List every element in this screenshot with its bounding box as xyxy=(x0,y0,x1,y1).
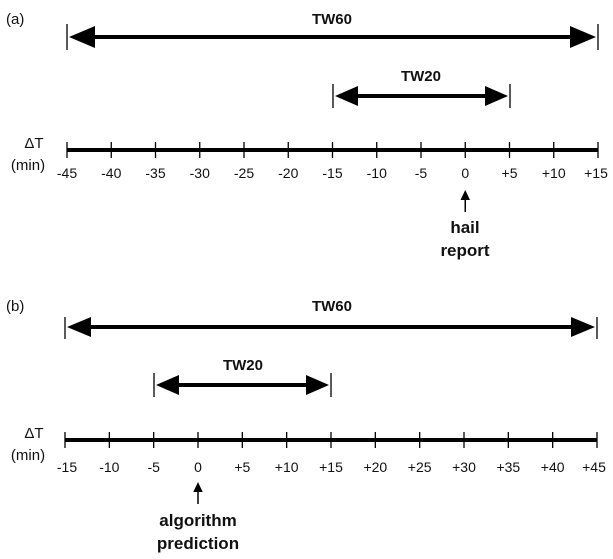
panel-a-dt-unit: (min) xyxy=(11,157,45,174)
panel-b-tw60-left-arrowhead xyxy=(67,317,91,337)
panel-b-tick-label: -5 xyxy=(147,459,160,475)
panel-a-tw20-label: TW20 xyxy=(401,68,441,85)
panel-b: (b) TW60 TW20 ΔT (min) xyxy=(6,298,606,553)
panel-b-event-label-2: prediction xyxy=(157,534,239,553)
panel-b-tick-labels: -15 -10 -5 0 +5 +10 +15 +20 +25 +30 +35 … xyxy=(57,459,606,475)
panel-b-tick-label: +20 xyxy=(363,459,387,475)
panel-b-tick-label: +5 xyxy=(234,459,250,475)
panel-b-tick-label: +10 xyxy=(275,459,299,475)
panel-a-tick-labels: -45 -40 -35 -30 -25 -20 -15 -10 -5 0 +5 … xyxy=(57,165,608,181)
panel-b-tick-label: +45 xyxy=(582,459,606,475)
panel-b-event-label-1: algorithm xyxy=(159,511,236,530)
panel-b-tw20-right-arrowhead xyxy=(306,375,329,395)
panel-b-tick-label: +35 xyxy=(496,459,520,475)
panel-b-tw20-label: TW20 xyxy=(223,357,263,374)
panel-b-tw60-span: TW60 xyxy=(64,298,598,339)
panel-b-tick-label: 0 xyxy=(194,459,202,475)
panel-b-tick-label: -10 xyxy=(99,459,119,475)
panel-b-tw60-label: TW60 xyxy=(312,298,352,315)
panel-a-tw20-left-arrowhead xyxy=(335,86,358,106)
panel-a-tw60-left-arrowhead xyxy=(69,26,95,48)
panel-b-tick-label: +40 xyxy=(541,459,565,475)
panel-a-ticks xyxy=(66,142,599,158)
panel-a-event-label-1: hail xyxy=(450,218,479,237)
panel-b-dt-unit: (min) xyxy=(11,447,45,464)
panel-a-tw60-span: TW60 xyxy=(66,11,599,50)
panel-a-tw60-label: TW60 xyxy=(312,11,352,28)
panel-a-dt-label: ΔT xyxy=(24,135,43,152)
panel-a-tick-label: -30 xyxy=(190,165,210,181)
panel-a-tick-label: -40 xyxy=(101,165,121,181)
panel-b-tw20-span: TW20 xyxy=(153,357,332,397)
panel-b-label: (b) xyxy=(6,298,24,315)
panel-a-tick-label: -10 xyxy=(367,165,387,181)
panel-b-dt-label: ΔT xyxy=(24,425,43,442)
panel-a-event-label-2: report xyxy=(440,241,489,260)
panel-b-event-pointer xyxy=(193,482,203,504)
panel-b-tick-label: +30 xyxy=(452,459,476,475)
panel-a-tick-label: 0 xyxy=(461,165,469,181)
panel-a-tw20-right-arrowhead xyxy=(485,86,508,106)
panel-a-tick-label: -25 xyxy=(234,165,254,181)
panel-a: (a) TW60 TW20 ΔT (min) xyxy=(6,11,608,260)
panel-a-tick-label: +5 xyxy=(502,165,518,181)
panel-a-tw20-span: TW20 xyxy=(332,68,511,108)
panel-b-tick-label: +15 xyxy=(319,459,343,475)
panel-b-ticks xyxy=(64,432,598,448)
panel-a-pointer-head xyxy=(460,190,470,200)
panel-b-tw60-right-arrowhead xyxy=(571,317,595,337)
panel-a-tick-label: +15 xyxy=(584,165,608,181)
panel-b-tick-label: +25 xyxy=(408,459,432,475)
panel-a-tick-label: -35 xyxy=(145,165,165,181)
panel-b-tick-label: -15 xyxy=(57,459,77,475)
panel-a-tick-label: -45 xyxy=(57,165,77,181)
panel-a-tick-label: -5 xyxy=(415,165,428,181)
panel-b-pointer-head xyxy=(193,482,203,492)
panel-a-event-pointer xyxy=(460,190,470,212)
panel-a-label: (a) xyxy=(6,11,24,28)
panel-a-tick-label: -20 xyxy=(278,165,298,181)
panel-a-tick-label: +10 xyxy=(542,165,566,181)
panel-a-tick-label: -15 xyxy=(322,165,342,181)
panel-b-tw20-left-arrowhead xyxy=(156,375,179,395)
panel-a-tw60-right-arrowhead xyxy=(570,26,596,48)
